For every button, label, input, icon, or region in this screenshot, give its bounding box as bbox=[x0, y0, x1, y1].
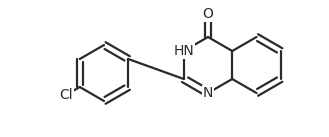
Text: N: N bbox=[203, 86, 213, 100]
Text: O: O bbox=[203, 7, 214, 21]
Text: Cl: Cl bbox=[60, 88, 73, 102]
Text: HN: HN bbox=[173, 44, 194, 58]
